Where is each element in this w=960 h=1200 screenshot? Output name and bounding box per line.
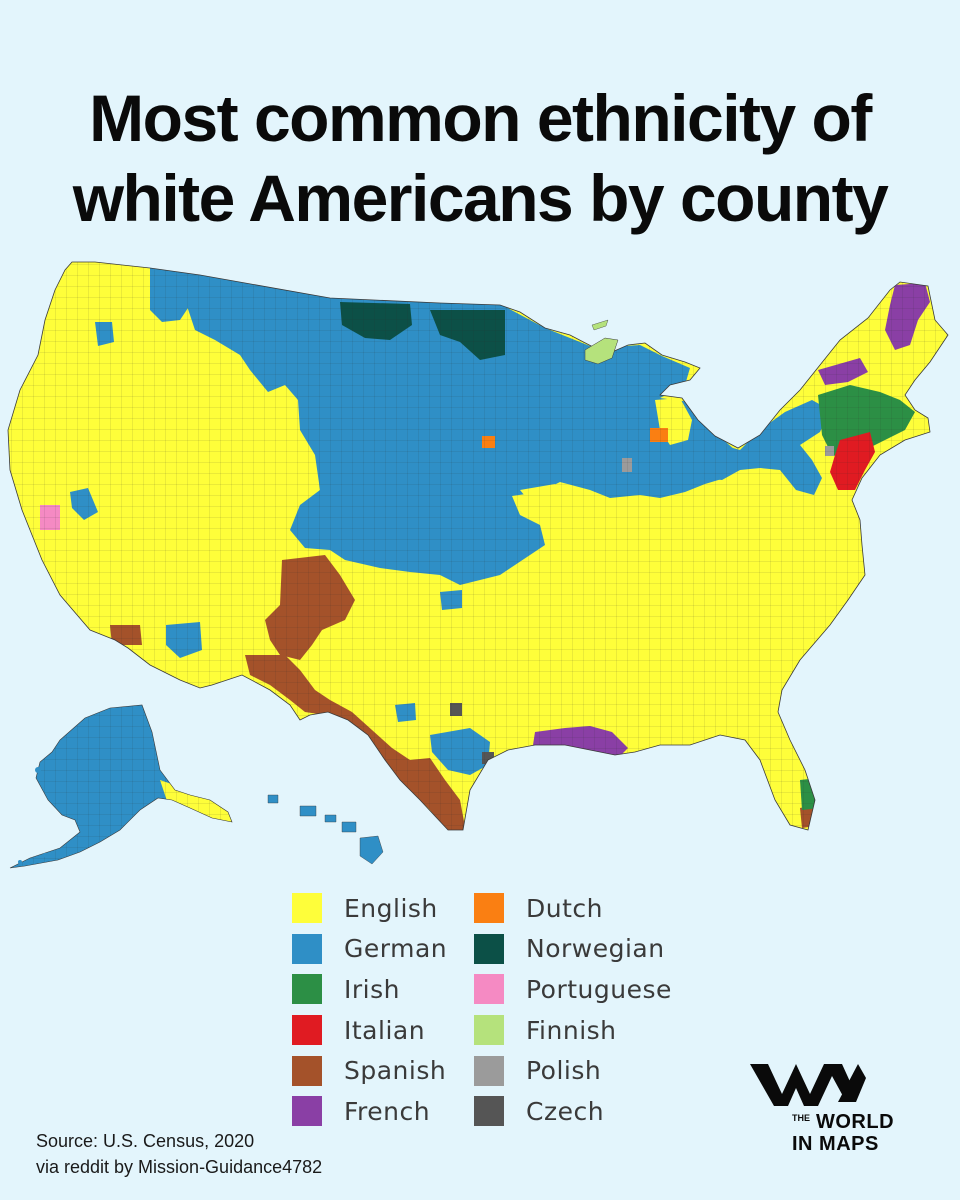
legend-label-spanish: Spanish — [344, 1056, 447, 1086]
legend-swatch-finnish — [474, 1015, 504, 1046]
legend-item-spanish: Spanish — [292, 1050, 447, 1091]
legend-swatch-polish — [474, 1055, 504, 1086]
map-legend: English German Irish Italian Spanish Fre… — [292, 888, 692, 1133]
legend-column-1: English German Irish Italian Spanish Fre… — [292, 888, 447, 1132]
aleutian-islands — [18, 767, 95, 864]
legend-label-french: French — [344, 1096, 431, 1126]
legend-swatch-irish — [292, 974, 322, 1005]
legend-swatch-spanish — [292, 1055, 322, 1086]
legend-item-french: French — [292, 1091, 447, 1132]
source-credit: Source: U.S. Census, 2020 via reddit by … — [36, 1128, 322, 1180]
legend-item-english: English — [292, 888, 447, 929]
legend-item-finnish: Finnish — [474, 1010, 672, 1051]
source-line: Source: U.S. Census, 2020 — [36, 1131, 255, 1151]
legend-swatch-english — [292, 893, 322, 924]
legend-item-portuguese: Portuguese — [474, 969, 672, 1010]
legend-label-czech: Czech — [526, 1096, 605, 1126]
legend-item-norwegian: Norwegian — [474, 929, 672, 970]
legend-item-german: German — [292, 929, 447, 970]
legend-swatch-italian — [292, 1015, 322, 1046]
legend-column-2: Dutch Norwegian Portuguese Finnish Polis… — [474, 888, 672, 1132]
world-in-maps-logo: THE WORLD IN MAPS — [748, 1056, 918, 1156]
legend-label-polish: Polish — [526, 1056, 602, 1086]
logo-world: WORLD — [816, 1111, 895, 1133]
hawaii — [267, 794, 384, 865]
legend-swatch-german — [292, 933, 322, 964]
legend-label-german: German — [344, 934, 448, 964]
legend-label-finnish: Finnish — [526, 1015, 617, 1045]
legend-label-irish: Irish — [344, 974, 400, 1004]
legend-swatch-norwegian — [474, 933, 504, 964]
alaska — [10, 705, 232, 868]
us-county-map — [7, 261, 949, 869]
title-line-2: white Americans by county — [72, 161, 889, 235]
legend-label-portuguese: Portuguese — [526, 974, 672, 1004]
finnish-up-region — [584, 337, 619, 365]
via-line: via reddit by Mission-Guidance4782 — [36, 1157, 323, 1177]
legend-swatch-czech — [474, 1096, 504, 1127]
legend-swatch-french — [292, 1096, 322, 1127]
legend-label-english: English — [344, 893, 438, 923]
logo-wm-icon — [750, 1064, 866, 1106]
legend-label-norwegian: Norwegian — [526, 934, 665, 964]
legend-item-irish: Irish — [292, 969, 447, 1010]
logo-in-maps: IN MAPS — [792, 1133, 879, 1155]
legend-item-dutch: Dutch — [474, 888, 672, 929]
legend-swatch-dutch — [474, 893, 504, 924]
alaska-grid — [10, 705, 232, 868]
legend-item-czech: Czech — [474, 1091, 672, 1132]
legend-label-dutch: Dutch — [526, 893, 603, 923]
legend-label-italian: Italian — [344, 1015, 426, 1045]
logo-wordmark: THE WORLD IN MAPS — [792, 1112, 894, 1154]
map-title: Most common ethnicity of white Americans… — [0, 78, 960, 238]
title-line-1: Most common ethnicity of — [89, 81, 872, 155]
legend-item-polish: Polish — [474, 1050, 672, 1091]
legend-item-italian: Italian — [292, 1010, 447, 1051]
legend-swatch-portuguese — [474, 974, 504, 1005]
logo-the: THE — [792, 1113, 810, 1123]
isle-royale — [591, 319, 609, 331]
